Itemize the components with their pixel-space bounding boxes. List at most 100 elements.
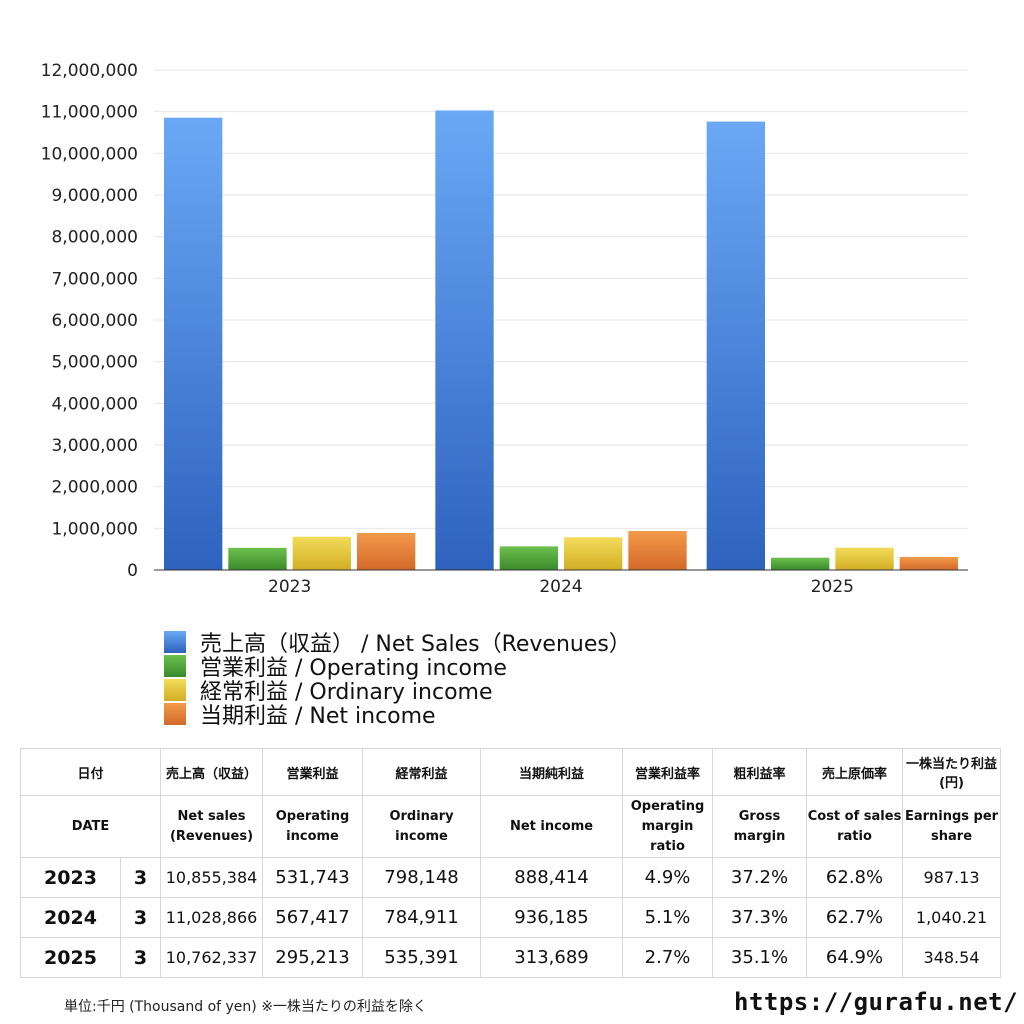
header-net-jp: 当期純利益 [480, 748, 624, 796]
cell-net: 888,414 [480, 857, 624, 898]
header-gross-en: Gross margin [712, 795, 808, 858]
cell-op-margin: 2.7% [622, 937, 714, 978]
x-axis-ticks: 2023 2024 2025 [268, 577, 854, 597]
bar-2024-series-2 [564, 537, 623, 570]
bar-2025-series-0 [706, 121, 765, 571]
cell-year: 2023 [20, 857, 121, 898]
y-tick-label: 3,000,000 [51, 436, 138, 456]
x-tick-label: 2024 [539, 577, 582, 597]
header-operating-en: Operating income [262, 795, 364, 858]
y-tick-label: 2,000,000 [51, 478, 138, 498]
financial-table: 日付 売上高（収益） 営業利益 経常利益 当期純利益 営業利益率 粗利益率 売上… [19, 748, 1002, 978]
x-tick-label: 2023 [268, 577, 311, 597]
legend-item-operating-income: 営業利益 / Operating income [164, 654, 631, 681]
table-header-jp: 日付 売上高（収益） 営業利益 経常利益 当期純利益 営業利益率 粗利益率 売上… [19, 748, 1002, 796]
bar-2023-series-2 [292, 536, 351, 570]
y-tick-label: 5,000,000 [51, 353, 138, 373]
bar-2023-series-1 [228, 547, 287, 570]
y-tick-label: 10,000,000 [41, 144, 138, 164]
y-tick-label: 8,000,000 [51, 228, 138, 248]
table-row: 2023 3 10,855,384 531,743 798,148 888,41… [20, 857, 1002, 898]
y-tick-label: 1,000,000 [51, 519, 138, 539]
table-row: 2025 3 10,762,337 295,213 535,391 313,68… [20, 937, 1002, 978]
header-gross-jp: 粗利益率 [712, 748, 808, 796]
y-tick-label: 7,000,000 [51, 269, 138, 289]
y-tick-label: 9,000,000 [51, 186, 138, 206]
y-tick-label: 12,000,000 [41, 61, 138, 81]
table-header-en: DATE Net sales (Revenues) Operating inco… [19, 795, 1002, 858]
y-tick-label: 0 [127, 561, 138, 581]
bar-2025-series-2 [835, 547, 894, 570]
legend-item-net-sales: 売上高（収益） / Net Sales（Revenues） [164, 630, 631, 657]
header-eps-jp: 一株当たり利益(円) [902, 748, 1002, 796]
cell-year: 2024 [20, 897, 121, 938]
legend-label: 売上高（収益） / Net Sales（Revenues） [200, 632, 631, 657]
cell-ordinary: 535,391 [362, 937, 482, 978]
legend-item-net-income: 当期利益 / Net income [164, 702, 631, 729]
header-date-jp: 日付 [19, 748, 162, 796]
cell-month: 3 [119, 857, 162, 898]
legend-item-ordinary-income: 経常利益 / Ordinary income [164, 678, 631, 705]
cell-cost: 62.8% [806, 857, 904, 898]
header-ordinary-jp: 経常利益 [362, 748, 482, 796]
cell-operating: 531,743 [262, 857, 364, 898]
bar-2025-series-1 [771, 557, 830, 570]
bar-2024-series-3 [628, 530, 687, 570]
cell-sales: 10,762,337 [160, 937, 264, 978]
header-net-en: Net income [480, 795, 624, 858]
bar-2024-series-1 [499, 546, 558, 570]
cell-cost: 62.7% [806, 897, 904, 938]
cell-operating: 567,417 [262, 897, 364, 938]
cell-ordinary: 798,148 [362, 857, 482, 898]
y-tick-label: 4,000,000 [51, 394, 138, 414]
bar-2023-series-3 [357, 532, 416, 570]
y-axis-ticks: 0 1,000,000 2,000,000 3,000,000 4,000,000 5,0… [41, 61, 138, 581]
header-op-margin-en: Operating margin ratio [622, 795, 714, 858]
header-eps-en: Earnings per share [902, 795, 1002, 858]
legend-label: 経常利益 / Ordinary income [200, 680, 493, 705]
legend-swatch [164, 703, 186, 725]
cell-eps: 1,040.21 [902, 897, 1002, 938]
header-sales-jp: 売上高（収益） [160, 748, 264, 796]
cell-net: 936,185 [480, 897, 624, 938]
cell-ordinary: 784,911 [362, 897, 482, 938]
cell-sales: 11,028,866 [160, 897, 264, 938]
header-op-margin-jp: 営業利益率 [622, 748, 714, 796]
header-sales-en: Net sales (Revenues) [160, 795, 264, 858]
legend-swatch [164, 655, 186, 677]
cell-op-margin: 4.9% [622, 857, 714, 898]
cell-gross: 35.1% [712, 937, 808, 978]
bars [164, 110, 958, 571]
x-tick-label: 2025 [811, 577, 854, 597]
legend-label: 当期利益 / Net income [200, 704, 436, 729]
y-tick-label: 11,000,000 [41, 103, 138, 123]
bar-2025-series-3 [899, 556, 958, 570]
y-tick-label: 6,000,000 [51, 311, 138, 331]
unit-footnote: 単位:千円 (Thousand of yen) ※一株当たりの利益を除く [64, 999, 427, 1015]
bar-2024-series-0 [435, 110, 494, 570]
table-row: 2024 3 11,028,866 567,417 784,911 936,18… [20, 897, 1002, 938]
cell-month: 3 [119, 937, 162, 978]
header-cost-jp: 売上原価率 [806, 748, 904, 796]
header-operating-jp: 営業利益 [262, 748, 364, 796]
cell-gross: 37.2% [712, 857, 808, 898]
legend-swatch [164, 679, 186, 701]
header-cost-en: Cost of sales ratio [806, 795, 904, 858]
grid [154, 69, 968, 529]
header-date-en: DATE [19, 795, 162, 858]
bar-2023-series-0 [164, 117, 223, 571]
cell-eps: 348.54 [902, 937, 1002, 978]
cell-operating: 295,213 [262, 937, 364, 978]
header-ordinary-en: Ordinary income [362, 795, 482, 858]
cell-op-margin: 5.1% [622, 897, 714, 938]
cell-eps: 987.13 [902, 857, 1002, 898]
cell-month: 3 [119, 897, 162, 938]
legend-label: 営業利益 / Operating income [200, 656, 507, 681]
cell-cost: 64.9% [806, 937, 904, 978]
legend-swatch [164, 631, 186, 653]
cell-net: 313,689 [480, 937, 624, 978]
legend: 売上高（収益） / Net Sales（Revenues） 営業利益 / Ope… [164, 630, 631, 729]
bar-chart: 0 1,000,000 2,000,000 3,000,000 4,000,000 5,0… [41, 61, 968, 597]
cell-gross: 37.3% [712, 897, 808, 938]
site-link[interactable]: https://gurafu.net/ [734, 988, 1019, 1016]
